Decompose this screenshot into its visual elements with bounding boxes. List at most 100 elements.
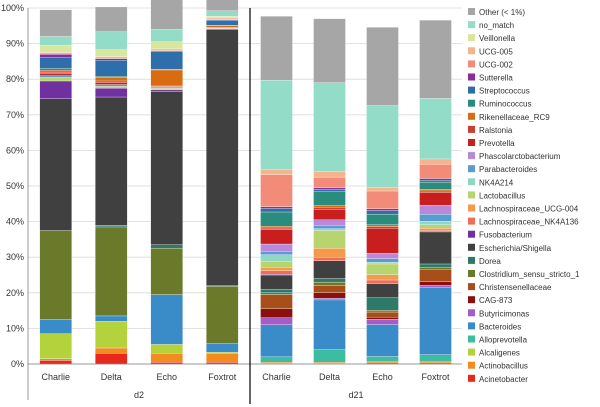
- bar-segment-rikenellaceae-rc9: [419, 189, 452, 192]
- group-label-d21: d21: [348, 390, 363, 400]
- bar-segment-streptococcus: [206, 19, 239, 26]
- bar-segment-alloprevotella: [313, 349, 346, 363]
- bar-segment-acinetobacter: [39, 360, 72, 365]
- legend-swatch: [468, 34, 475, 42]
- bar-segment-escherichia-shigella: [313, 260, 346, 279]
- legend-item-parabacteroides: Parabacteroides: [468, 165, 537, 174]
- bar-segment-lactobacillus: [260, 261, 293, 268]
- bar-stack-d2-foxtrot: [206, 0, 239, 365]
- bar-segment-sutterella: [419, 178, 452, 181]
- bar-segment-streptococcus: [366, 210, 399, 215]
- bar-segment-no-match: [39, 36, 72, 46]
- bar-segment-parabacteroides: [260, 250, 293, 255]
- bar-segment-lachnospiraceae-ucg-004: [419, 228, 452, 231]
- bar-segment-dorea: [95, 225, 128, 228]
- legend-label: Lactobacillus: [479, 191, 525, 200]
- bar-segment-dorea: [419, 263, 452, 268]
- bar-segment-sutterella: [39, 54, 72, 58]
- legend-swatch: [468, 139, 475, 146]
- bar-segment-alloprevotella: [419, 354, 452, 363]
- bar-segment-parabacteroides: [366, 258, 399, 263]
- bar-segment-lachnospiraceae-ucg-004: [366, 274, 399, 281]
- bar-segment-fusobacterium: [39, 80, 72, 99]
- bar-segment-veillonella: [206, 16, 239, 19]
- bar-segment-phascolarctobacterium: [366, 253, 399, 259]
- bar-segment-sutterella: [260, 206, 293, 209]
- bar-segment-parabacteroides: [95, 84, 128, 87]
- legend-swatch: [468, 112, 475, 120]
- bar-segment-no-match: [313, 82, 346, 172]
- bar-segment-streptococcus: [95, 60, 128, 77]
- bar-segment-christensenellaceae: [419, 269, 452, 282]
- bar-segment-other-1: [313, 18, 346, 83]
- legend-swatch: [468, 270, 475, 277]
- category-label: Charlie: [41, 372, 70, 382]
- bar-segment-alcaligenes: [95, 321, 128, 349]
- bar-segment-lachnospiraceae-nk4a136: [419, 229, 452, 233]
- bar-segment-clostridium-sensu-stricto-1: [366, 310, 399, 313]
- bar-segment-other-1: [150, 0, 183, 30]
- bar-segment-actinobacillus: [260, 362, 293, 364]
- bar-segment-alcaligenes: [150, 344, 183, 354]
- legend-item-ucg-005: UCG-005: [468, 47, 513, 56]
- legend-swatch: [468, 165, 475, 173]
- bar-segment-streptococcus: [260, 208, 293, 213]
- bar-segment-ucg-005: [150, 48, 183, 51]
- legend-item-dorea: Dorea: [468, 256, 501, 266]
- bar-segment-veillonella: [150, 41, 183, 50]
- bar-segment-bacteroides: [260, 324, 293, 358]
- legend-label: Butyricimonas: [479, 309, 529, 318]
- bar-segment-actinobacillus: [313, 362, 346, 364]
- bar-segment-lachnospiraceae-nk4a136: [366, 279, 399, 284]
- bar-stack-d2-delta: [95, 6, 128, 365]
- legend-item-bacteroides: Bacteroides: [468, 322, 521, 331]
- bar-segment-lactobacillus: [419, 224, 452, 229]
- bar-segment-prevotella: [313, 208, 346, 220]
- legend-item-prevotella: Prevotella: [468, 139, 515, 148]
- legend-label: Rikenellaceae_RC9: [479, 113, 550, 122]
- bar-segment-bacteroides: [39, 319, 72, 334]
- legend-swatch: [468, 73, 475, 81]
- legend-item-nk4a214: NK4A214: [468, 178, 514, 187]
- bar-segment-clostridium-sensu-stricto-1: [39, 230, 72, 320]
- bar-segment-butyricimonas: [366, 318, 399, 325]
- legend-item-actinobacillus: Actinobacillus: [468, 361, 528, 371]
- legend-swatch: [468, 322, 475, 330]
- bar-segment-clostridium-sensu-stricto-1: [419, 267, 452, 270]
- bar-segment-parabacteroides: [39, 75, 72, 78]
- legend: Other (< 1%) no_match Veillonella UCG-005 UC…: [468, 8, 580, 384]
- bar-stack-d21-echo: [366, 27, 399, 365]
- legend-swatch: [468, 309, 475, 317]
- legend-label: Veillonella: [479, 34, 516, 43]
- bar-segment-christensenellaceae: [366, 311, 399, 318]
- bar-segment-bacteroides: [313, 299, 346, 350]
- bar-segment-cag-873: [366, 317, 399, 320]
- legend-swatch: [468, 283, 475, 291]
- bar-segment-streptococcus: [419, 180, 452, 183]
- bar-segment-rikenellaceae-rc9: [260, 226, 293, 229]
- legend-item-clostridium-sensu-stricto-1: Clostridium_sensu_stricto_1: [468, 270, 580, 279]
- legend-swatch: [468, 191, 475, 199]
- bar-segment-other-1: [260, 16, 293, 81]
- bar-segment-ruminococcus: [260, 211, 293, 227]
- bar-segment-ucg-002: [419, 164, 452, 179]
- legend-label: UCG-002: [479, 60, 513, 69]
- bar-segment-cag-873: [313, 292, 346, 299]
- legend-swatch: [468, 99, 475, 107]
- bar-segment-clostridium-sensu-stricto-1: [95, 226, 128, 317]
- bar-segment-veillonella: [39, 45, 72, 53]
- legend-item-lachnospiraceae-ucg-004: Lachnospiraceae_UCG-004: [468, 204, 579, 214]
- y-tick-label: 20%: [6, 288, 24, 298]
- legend-label: Christensenellaceae: [479, 283, 552, 292]
- legend-item-alcaligenes: Alcaligenes: [468, 348, 520, 358]
- bar-segment-prevotella: [419, 192, 452, 206]
- bar-segment-rikenellaceae-rc9: [95, 77, 128, 82]
- legend-item-acinetobacter: Acinetobacter: [468, 374, 528, 384]
- bar-segment-actinobacillus: [150, 353, 183, 363]
- bar-segment-dorea: [313, 278, 346, 283]
- bar-segment-actinobacillus: [39, 358, 72, 361]
- legend-label: Actinobacillus: [479, 362, 528, 371]
- legend-item-streptococcus: Streptococcus: [468, 86, 530, 96]
- bars: [39, 0, 452, 365]
- legend-item-lactobacillus: Lactobacillus: [468, 191, 525, 200]
